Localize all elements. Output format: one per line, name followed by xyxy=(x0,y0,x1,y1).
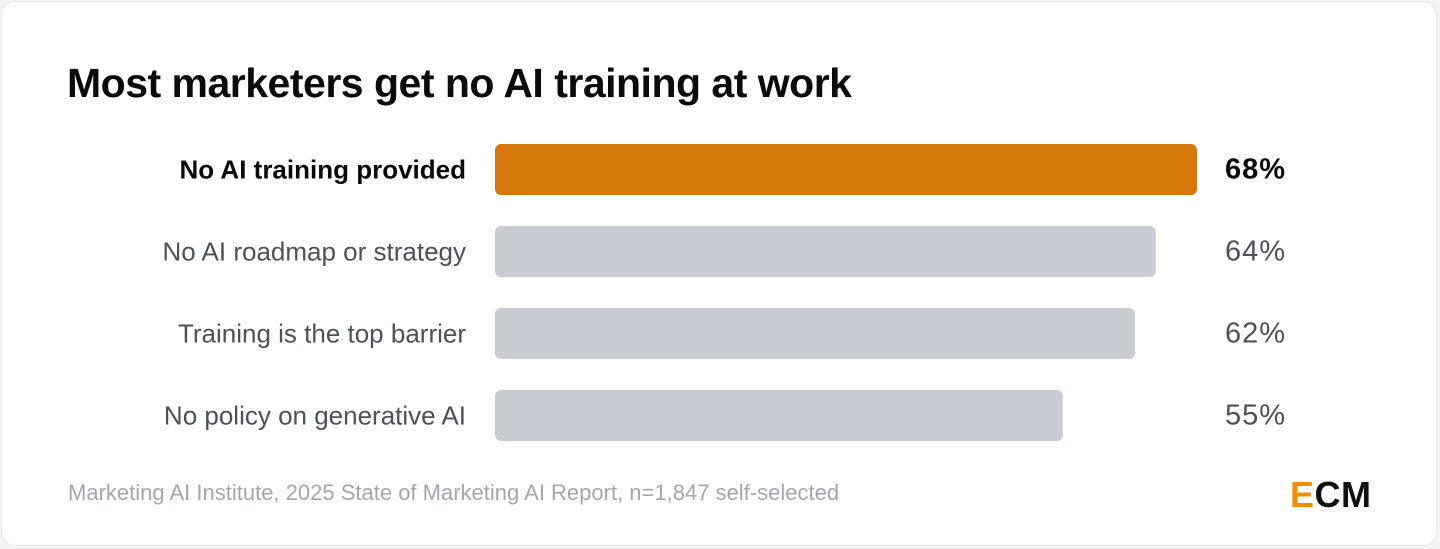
value-label: 55% xyxy=(1225,400,1286,432)
category-label: No policy on generative AI xyxy=(164,401,466,431)
category-label: No AI training provided xyxy=(180,155,466,185)
ecm-logo: ECM xyxy=(1290,474,1372,516)
value-label: 62% xyxy=(1225,318,1286,350)
bar xyxy=(495,144,1197,195)
chart-title: Most marketers get no AI training at wor… xyxy=(67,60,852,106)
logo-letters-cm: CM xyxy=(1314,474,1372,515)
bar xyxy=(495,308,1136,359)
bar xyxy=(495,226,1156,277)
bar xyxy=(495,390,1063,441)
value-label: 64% xyxy=(1225,236,1286,268)
logo-letter-e: E xyxy=(1290,474,1315,515)
value-label: 68% xyxy=(1225,154,1286,186)
source-note: Marketing AI Institute, 2025 State of Ma… xyxy=(68,480,840,505)
category-label: No AI roadmap or strategy xyxy=(163,237,466,267)
category-label: Training is the top barrier xyxy=(178,319,466,349)
